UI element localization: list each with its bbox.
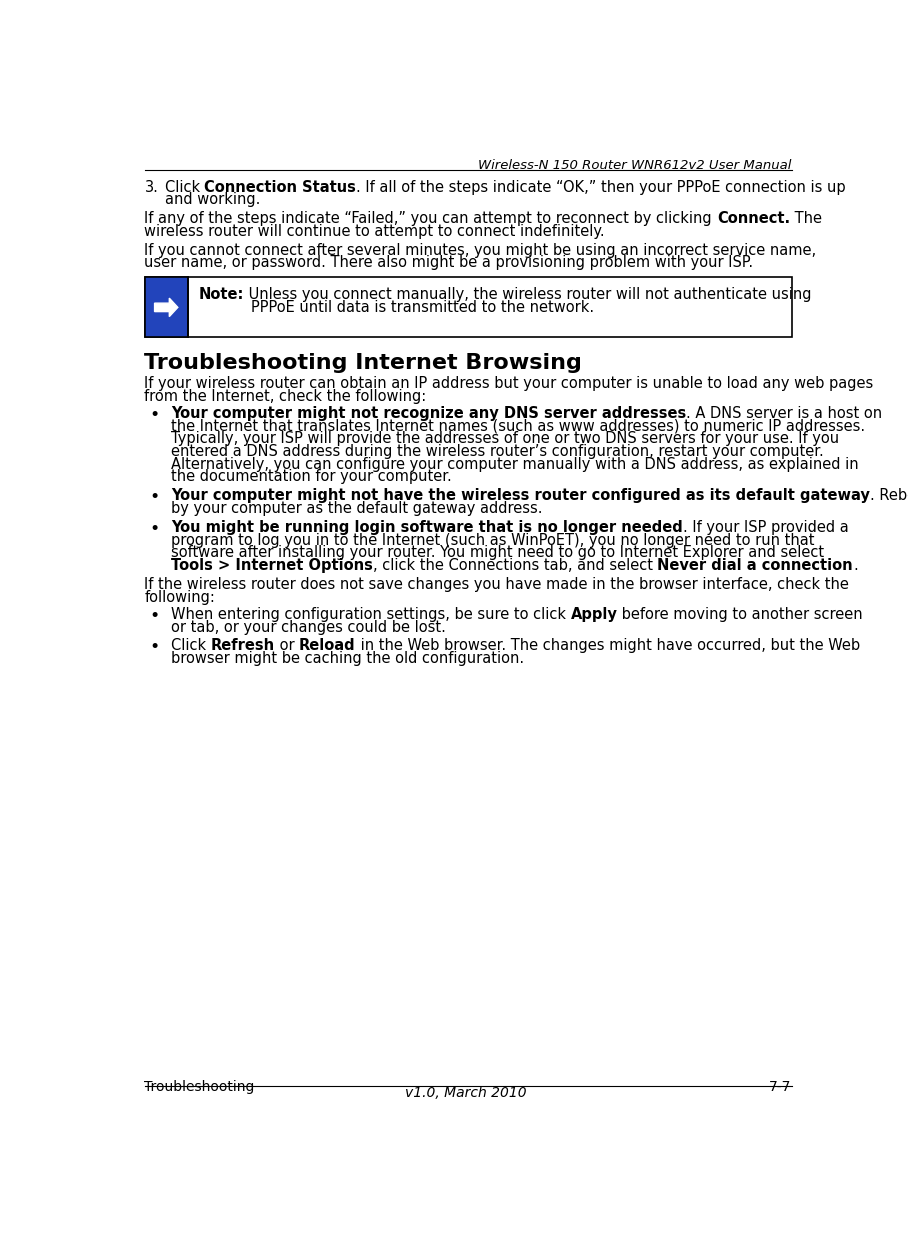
Text: program to log you in to the Internet (such as WinPoET), you no longer need to r: program to log you in to the Internet (s…	[171, 532, 814, 547]
Text: •: •	[149, 638, 160, 657]
Text: •: •	[149, 607, 160, 625]
Text: PPPoE until data is transmitted to the network.: PPPoE until data is transmitted to the n…	[251, 300, 594, 315]
Text: Your computer might not recognize any DNS server addresses: Your computer might not recognize any DN…	[171, 406, 686, 421]
Text: the Internet that translates Internet names (such as www addresses) to numeric I: the Internet that translates Internet na…	[171, 419, 865, 434]
Text: Refresh: Refresh	[211, 638, 275, 653]
Text: Note:: Note:	[199, 288, 244, 303]
Polygon shape	[154, 298, 178, 316]
Text: Never dial a connection: Never dial a connection	[657, 558, 853, 573]
Text: Click: Click	[164, 179, 204, 194]
Text: . If your ISP provided a: . If your ISP provided a	[683, 520, 848, 535]
Text: wireless router will continue to attempt to connect indefinitely.: wireless router will continue to attempt…	[144, 224, 605, 239]
Text: Reload: Reload	[299, 638, 356, 653]
Text: •: •	[149, 406, 160, 424]
Text: If you cannot connect after several minutes, you might be using an incorrect ser: If you cannot connect after several minu…	[144, 243, 816, 258]
Text: and working.: and working.	[164, 192, 260, 207]
Text: 3.: 3.	[144, 179, 158, 194]
Text: . A DNS server is a host on: . A DNS server is a host on	[686, 406, 883, 421]
Text: Connect.: Connect.	[716, 211, 790, 226]
Text: v1.0, March 2010: v1.0, March 2010	[405, 1085, 526, 1100]
Text: the documentation for your computer.: the documentation for your computer.	[171, 470, 451, 485]
Text: Connection Status: Connection Status	[204, 179, 356, 194]
Text: Troubleshooting Internet Browsing: Troubleshooting Internet Browsing	[144, 353, 582, 373]
Text: following:: following:	[144, 589, 215, 604]
Text: software after installing your router. You might need to go to Internet Explorer: software after installing your router. Y…	[171, 546, 824, 561]
Text: by your computer as the default gateway address.: by your computer as the default gateway …	[171, 501, 542, 516]
Text: •: •	[149, 488, 160, 506]
Text: entered a DNS address during the wireless router’s configuration, restart your c: entered a DNS address during the wireles…	[171, 444, 824, 459]
Text: Wireless-N 150 Router WNR612v2 User Manual: Wireless-N 150 Router WNR612v2 User Manu…	[479, 158, 792, 172]
Text: or tab, or your changes could be lost.: or tab, or your changes could be lost.	[171, 619, 446, 634]
Text: When entering configuration settings, be sure to click: When entering configuration settings, be…	[171, 607, 570, 622]
Text: •: •	[149, 520, 160, 538]
Text: Tools > Internet Options: Tools > Internet Options	[171, 558, 372, 573]
Text: 7-7: 7-7	[769, 1079, 792, 1094]
Bar	[144, 278, 188, 338]
Text: You might be running login software that is no longer needed: You might be running login software that…	[171, 520, 683, 535]
Text: The: The	[790, 211, 822, 226]
Text: , click the Connections tab, and select: , click the Connections tab, and select	[372, 558, 657, 573]
Text: Typically, your ISP will provide the addresses of one or two DNS servers for you: Typically, your ISP will provide the add…	[171, 431, 839, 446]
Bar	[144, 278, 792, 338]
Text: If your wireless router can obtain an IP address but your computer is unable to : If your wireless router can obtain an IP…	[144, 376, 873, 391]
Text: or: or	[275, 638, 299, 653]
Text: Unless you connect manually, the wireless router will not authenticate using: Unless you connect manually, the wireles…	[244, 288, 812, 303]
Text: Troubleshooting: Troubleshooting	[144, 1079, 255, 1094]
Text: in the Web browser. The changes might have occurred, but the Web: in the Web browser. The changes might ha…	[356, 638, 860, 653]
Text: . Reboot the computer and verify that the wireless router address (www.routerlog: . Reboot the computer and verify that th…	[870, 488, 908, 503]
Text: Apply: Apply	[570, 607, 617, 622]
Text: Your computer might not have the wireless router configured as its default gatew: Your computer might not have the wireles…	[171, 488, 870, 503]
Text: before moving to another screen: before moving to another screen	[617, 607, 863, 622]
Text: browser might be caching the old configuration.: browser might be caching the old configu…	[171, 652, 524, 667]
Text: user name, or password. There also might be a provisioning problem with your ISP: user name, or password. There also might…	[144, 255, 754, 270]
Text: . If all of the steps indicate “OK,” then your PPPoE connection is up: . If all of the steps indicate “OK,” the…	[356, 179, 846, 194]
Text: Click: Click	[171, 638, 211, 653]
Text: Alternatively, you can configure your computer manually with a DNS address, as e: Alternatively, you can configure your co…	[171, 457, 858, 472]
Text: If any of the steps indicate “Failed,” you can attempt to reconnect by clicking: If any of the steps indicate “Failed,” y…	[144, 211, 716, 226]
Text: If the wireless router does not save changes you have made in the browser interf: If the wireless router does not save cha…	[144, 577, 849, 592]
Text: .: .	[853, 558, 858, 573]
Text: from the Internet, check the following:: from the Internet, check the following:	[144, 389, 427, 404]
